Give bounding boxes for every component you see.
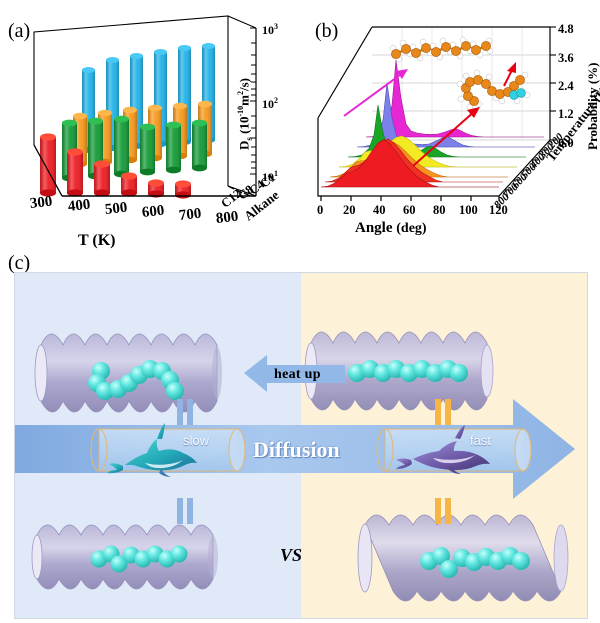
panel-b-ytick-0: 0.0 (558, 136, 574, 150)
panel-c-graphics (15, 331, 575, 602)
bar-c8-700 (166, 121, 181, 174)
panel-b-plot-svg (317, 26, 556, 201)
vs-label: VS (280, 545, 303, 565)
panel-b-xtick-2: 40 (373, 203, 386, 217)
bar-c12-500 (94, 160, 110, 197)
panel-b-x-axis-title: Angle (deg) (355, 220, 427, 236)
molecule-coiled-alkane (456, 69, 531, 111)
panel-a-x-axis-title: T (K) (78, 232, 116, 249)
diffusion-label: Diffusion (253, 437, 340, 462)
heat-up-arrow (244, 355, 345, 392)
panel-a-ytick-2: 102 (262, 96, 278, 111)
panel-b-xtick-6: 120 (489, 203, 508, 217)
panel-b-x-ticks (320, 196, 500, 201)
dolphin-purple-fast (396, 425, 490, 474)
bar-c12-600 (121, 172, 137, 197)
equals-mark-top-left (177, 399, 194, 425)
bar-c12-300 (40, 133, 56, 197)
slow-label: slow (183, 433, 210, 448)
panel-b-y-ticks (550, 26, 556, 141)
panel-b-arrow-red (412, 107, 480, 167)
panel-a-3d-bar-chart: (a) (0, 0, 300, 252)
panel-b-ytick-4: 4.8 (558, 22, 574, 36)
bar-c8-600 (140, 123, 155, 176)
panel-b-ytick-2: 2.4 (558, 79, 574, 93)
panel-b-arrow-magenta (343, 69, 408, 117)
panel-a-plot-svg (33, 15, 257, 199)
molecule-straight-alkane (389, 36, 494, 63)
alkane-chain-coiled-left (88, 360, 184, 400)
panel-a-bar-row-c12 (40, 133, 191, 199)
alkane-chain-straight-bottom-right (420, 547, 530, 578)
panel-b-xtick-1: 20 (343, 203, 356, 217)
bar-c12-400 (67, 148, 83, 197)
panel-a-xtick-1: 400 (67, 196, 92, 215)
panel-b-ytick-3: 3.6 (558, 51, 574, 65)
panel-b-xtick-5: 100 (459, 203, 478, 217)
panel-a-ytick-3: 103 (262, 22, 278, 37)
panel-a-xtick-0: 300 (29, 193, 54, 212)
panel-c-canvas: heat up Diffusion slow fast VS (14, 272, 588, 619)
bar-c8-500 (114, 115, 129, 178)
equals-mark-bottom-right (435, 498, 452, 524)
panel-a-y-axis-title: Ds (10-10m2/s) (236, 77, 254, 150)
panel-c-schematic: (c) (0, 252, 600, 623)
panel-a-xtick-2: 500 (104, 199, 129, 218)
panel-a-bar-row-c8 (62, 115, 207, 182)
diffusion-arrow (15, 399, 575, 499)
panel-a-xtick-4: 700 (178, 205, 203, 224)
bar-c8-800 (192, 119, 207, 172)
equals-mark-bottom-left (177, 498, 194, 524)
panel-b-ridge-800 (320, 139, 499, 188)
alkane-chain-straight-bottom-left (90, 545, 188, 573)
panel-b-tag: (b) (315, 20, 339, 42)
panel-c-tag: (c) (8, 252, 31, 274)
heat-up-label: heat up (274, 367, 321, 382)
panel-b-ridgeline-chart: (b) (300, 0, 600, 252)
panel-a-ytick-1: 101 (262, 169, 278, 184)
bar-c12-700 (148, 179, 164, 198)
panel-b-axis-frame (317, 26, 551, 197)
panel-b-ytick-1: 1.2 (558, 107, 574, 121)
alkane-chain-straight-top-right (348, 360, 468, 382)
panel-b-xtick-0: 0 (317, 203, 324, 217)
panel-a-y-ticks (250, 27, 256, 175)
panel-b-xtick-3: 60 (403, 203, 416, 217)
panel-a-tag: (a) (8, 20, 31, 42)
panel-b-arrow-red-small (503, 62, 516, 87)
dolphin-teal-slow (107, 423, 197, 477)
panel-b-xtick-4: 80 (433, 203, 446, 217)
panel-a-xtick-3: 600 (141, 202, 166, 221)
fast-label: fast (470, 433, 491, 448)
equals-mark-top-right (435, 399, 452, 425)
